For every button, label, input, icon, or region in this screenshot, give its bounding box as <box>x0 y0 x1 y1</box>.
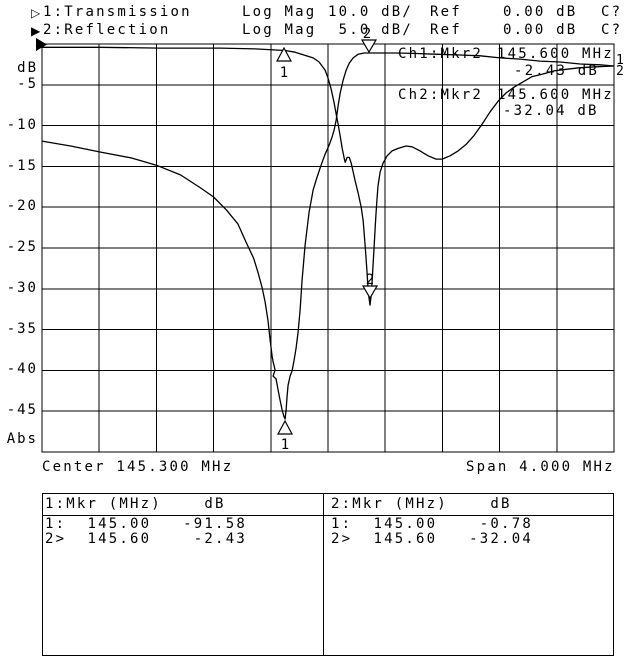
y-axis-unit-label: dB <box>17 60 38 76</box>
marker-table-ch1-header: 1:Mkr (MHz) dB <box>45 496 226 512</box>
ch2-marker-readout-value: -32.04 dB <box>503 103 599 119</box>
ch1-measurement-label: 1:Transmission <box>43 4 192 20</box>
ch1-ref-value: 0.00 dB <box>503 4 578 20</box>
trace-end-ch2-number: 2 <box>616 64 624 79</box>
trace-reflection <box>42 46 615 306</box>
ch1-marker-readout-label: Ch1:Mkr2 <box>398 46 484 62</box>
y-axis-tick: -25 <box>6 239 38 255</box>
marker2-ch1-triangle-icon <box>360 39 378 54</box>
ch1-ref-label: Ref <box>430 4 462 20</box>
y-axis-tick: -30 <box>6 280 38 296</box>
y-axis-bottom-label: Abs <box>6 431 38 447</box>
marker-table-header-separator <box>43 515 613 516</box>
y-axis-tick: -15 <box>6 158 38 174</box>
marker2-ch2-triangle-icon <box>361 285 379 300</box>
center-frequency-label: Center 145.300 MHz <box>42 459 234 475</box>
y-axis-tick: -20 <box>6 198 38 214</box>
reference-level-arrow-icon <box>36 38 47 51</box>
span-label: Span 4.000 MHz <box>466 459 615 475</box>
y-axis-tick: -5 <box>17 76 38 92</box>
y-axis-tick: -45 <box>6 402 38 418</box>
marker1-ch1-triangle-icon <box>276 419 294 435</box>
marker1-ch1-number: 1 <box>281 437 289 453</box>
channel1-active-icon: ▷ <box>31 6 41 20</box>
ch2-cal-status: C? <box>601 22 623 38</box>
ch1-scale-value: 10.0 dB/ <box>328 4 414 20</box>
ch1-marker-readout-value: -2.43 dB <box>514 63 600 79</box>
marker-table-ch2-header: 2:Mkr (MHz) dB <box>331 496 512 512</box>
channel2-active-icon: ▶ <box>31 24 41 38</box>
marker1-ch2-number: 1 <box>280 65 288 81</box>
ch1-marker-readout-freq: 145.600 MHz <box>497 46 614 62</box>
marker-table: 1:Mkr (MHz) dB 1: 145.00 -91.58 2> 145.6… <box>42 493 614 656</box>
y-axis-tick: -40 <box>6 361 38 377</box>
ch2-format-label: Log Mag <box>242 22 317 38</box>
marker-table-ch2-rows: 1: 145.00 -0.78 2> 145.60 -32.04 <box>331 516 533 547</box>
ch2-ref-label: Ref <box>430 22 462 38</box>
marker1-ch2-triangle-icon <box>275 46 293 62</box>
trace-end-ch1-number: 1 <box>616 53 624 68</box>
ch2-marker-readout-label: Ch2:Mkr2 <box>398 87 484 103</box>
marker-table-ch1-rows: 1: 145.00 -91.58 2> 145.60 -2.43 <box>45 516 247 547</box>
ch2-scale-value: 5.0 dB/ <box>328 22 414 38</box>
ch1-format-label: Log Mag <box>242 4 317 20</box>
y-axis-tick: -35 <box>6 321 38 337</box>
marker-table-divider <box>323 494 324 655</box>
ch2-measurement-label: 2:Reflection <box>43 22 171 38</box>
marker2-ch2-number: 2 <box>366 272 374 288</box>
ch2-ref-value: 0.00 dB <box>503 22 578 38</box>
ch1-cal-status: C? <box>601 4 623 20</box>
ch2-marker-readout-freq: 145.600 MHz <box>497 87 614 103</box>
y-axis-tick: -10 <box>6 117 38 133</box>
